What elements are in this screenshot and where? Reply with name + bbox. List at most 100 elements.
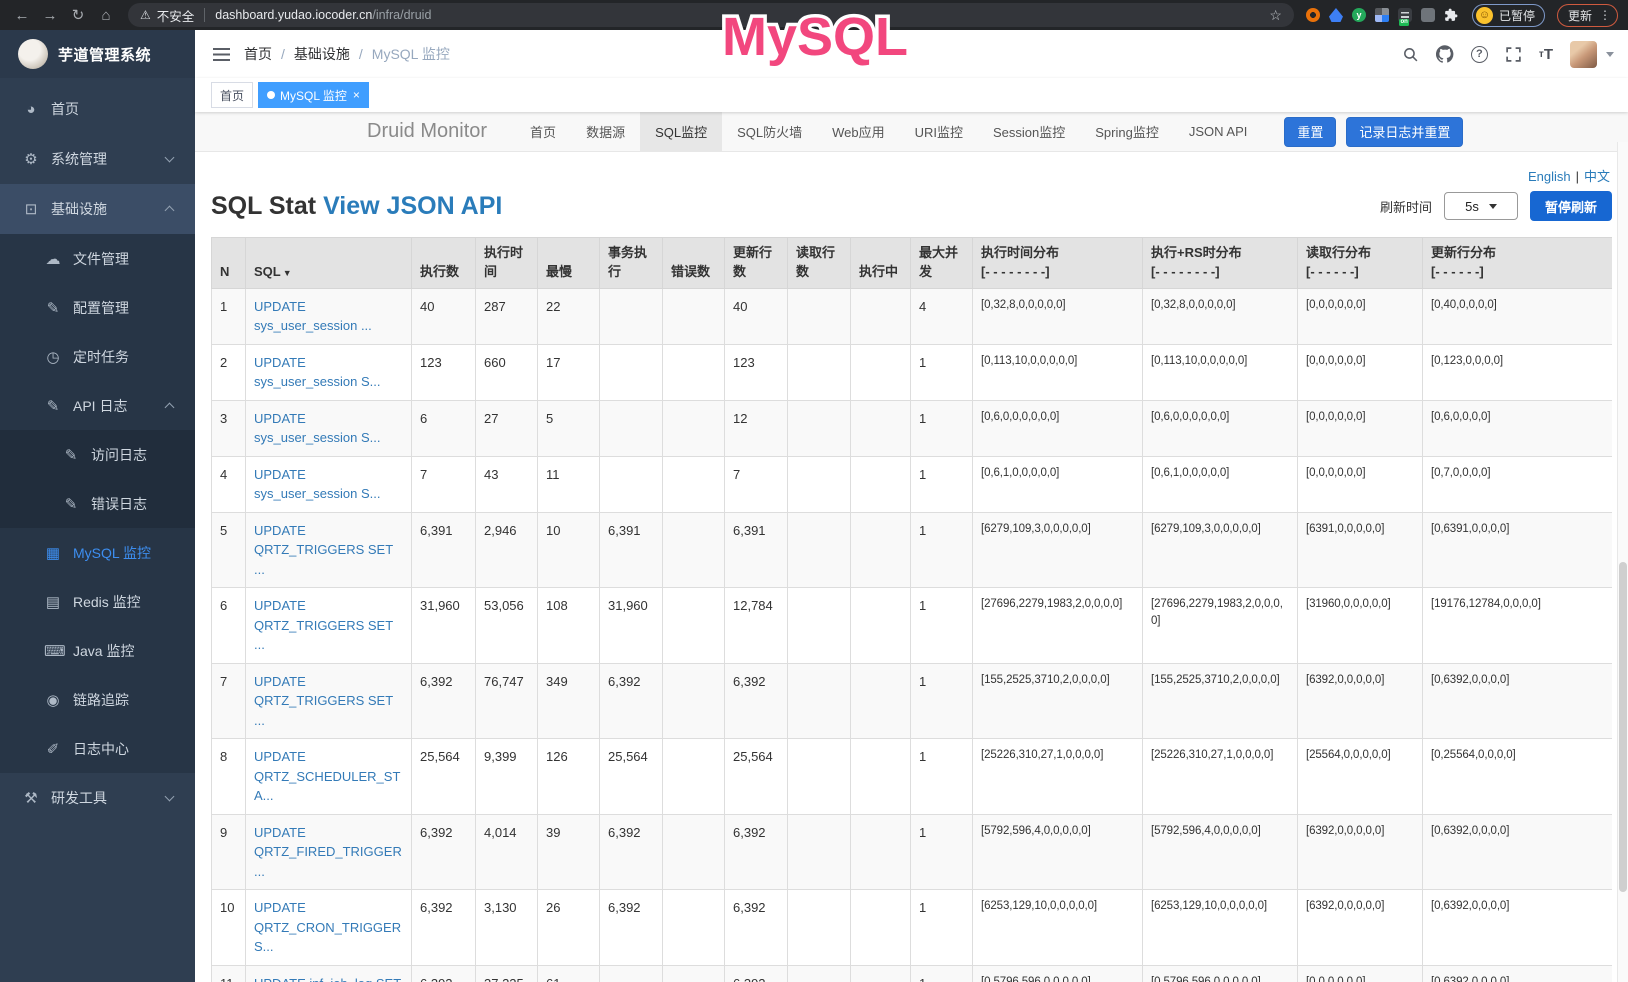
sidebar-item-文件管理[interactable]: ☁ 文件管理 [0, 234, 195, 283]
extension-drop-icon[interactable] [1328, 8, 1343, 22]
browser-update-button[interactable]: 更新 ⋮ [1556, 3, 1618, 27]
close-tab-icon[interactable]: × [352, 88, 360, 102]
lang-english-link[interactable]: English [1527, 169, 1571, 184]
cell-sql: UPDATE sys_user_session S... [245, 455, 412, 513]
druid-nav-item[interactable]: Spring监控 [1095, 125, 1159, 140]
active-dot-icon [267, 91, 276, 99]
page-scrollbar[interactable] [1617, 142, 1628, 982]
sidebar-item-MySQL 监控[interactable]: ▦ MySQL 监控 [0, 528, 195, 577]
cell-slowest: 5 [537, 399, 600, 457]
sql-link[interactable]: UPDATE sys_user_session S... [254, 466, 381, 502]
col-header-txn-exec[interactable]: 事务执行 [599, 237, 663, 289]
pause-refresh-button[interactable]: 暂停刷新 [1529, 191, 1612, 221]
sidebar-item-基础设施[interactable]: ⊡ 基础设施 [0, 184, 195, 234]
help-icon[interactable]: ? [1470, 45, 1488, 63]
col-header-update-rows-hist[interactable]: 更新行分布 [- - - - - -] [1422, 237, 1612, 289]
sql-link[interactable]: UPDATE sys_user_session S... [254, 410, 381, 446]
druid-nav-item[interactable]: SQL防火墙 [737, 125, 803, 140]
col-header-read-rows-hist[interactable]: 读取行分布 [- - - - - -] [1297, 237, 1423, 289]
bookmark-star-icon[interactable]: ☆ [1269, 6, 1282, 23]
lang-chinese-link[interactable]: 中文 [1583, 169, 1610, 184]
sidebar-item-研发工具[interactable]: ⚒ 研发工具 [0, 773, 195, 823]
col-header-read-rows[interactable]: 读取行数 [787, 237, 851, 289]
menu-collapse-icon[interactable] [213, 47, 230, 61]
sidebar-item-首页[interactable]: ◕ 首页 [0, 84, 195, 134]
sql-link[interactable]: UPDATE QRTZ_TRIGGERS SET ... [254, 598, 393, 653]
cell-update-rows-hist: [0,123,0,0,0,0] [1422, 343, 1612, 401]
sql-link[interactable]: UPDATE QRTZ_FIRED_TRIGGER... [254, 824, 402, 879]
druid-nav-item[interactable]: SQL监控 [640, 112, 723, 151]
home-icon[interactable]: ⌂ [101, 6, 111, 24]
reload-icon[interactable]: ↻ [71, 7, 85, 24]
druid-nav-item[interactable]: JSON API [1188, 124, 1248, 139]
col-header-exec-rs-hist[interactable]: 执行+RS时分布 [- - - - - - - -] [1142, 237, 1298, 289]
col-header-exec-count[interactable]: 执行数 [411, 237, 476, 289]
sql-link[interactable]: UPDATE sys_user_session ... [254, 298, 372, 334]
col-header-n[interactable]: N [211, 237, 246, 289]
sql-link[interactable]: UPDATE inf_job_log SET e... [254, 976, 401, 982]
not-secure-warning-icon: ⚠ [140, 8, 151, 22]
fullscreen-icon[interactable] [1505, 46, 1522, 63]
col-header-error-count[interactable]: 错误数 [662, 237, 725, 289]
extension-grid-icon[interactable] [1374, 8, 1389, 22]
cell-n: 11 [211, 964, 246, 982]
extension-orange-icon[interactable] [1305, 8, 1320, 22]
sidebar-item-错误日志[interactable]: ✎ 错误日志 [0, 479, 195, 528]
sidebar-item-Redis 监控[interactable]: ▤ Redis 监控 [0, 577, 195, 626]
col-header-exec-time-hist[interactable]: 执行时间分布 [- - - - - - - -] [972, 237, 1143, 289]
view-tab[interactable]: MySQL 监控 × [258, 82, 369, 108]
sidebar-item-访问日志[interactable]: ✎ 访问日志 [0, 430, 195, 479]
log-and-reset-button[interactable]: 记录日志并重置 [1346, 116, 1464, 147]
forward-icon[interactable]: → [42, 6, 58, 24]
sidebar-item-Java 监控[interactable]: ⌨ Java 监控 [0, 626, 195, 675]
druid-nav-item[interactable]: Session监控 [993, 125, 1066, 140]
cell-error-count [662, 813, 725, 891]
reset-button[interactable]: 重置 [1284, 116, 1337, 147]
breadcrumb-item: MySQL 监控 [371, 46, 450, 62]
cell-n: 7 [211, 662, 246, 740]
cell-read-rows [787, 662, 851, 740]
col-header-max-concurrent[interactable]: 最大并发 [910, 237, 973, 289]
col-header-sql[interactable]: SQL ▼ [245, 237, 412, 289]
druid-nav-item[interactable]: URI监控 [914, 125, 963, 140]
refresh-interval-select[interactable]: 5s [1443, 192, 1518, 220]
browser-profile-chip[interactable]: ☺ 已暂停 [1471, 3, 1545, 27]
sidebar-item-配置管理[interactable]: ✎ 配置管理 [0, 283, 195, 332]
scrollbar-thumb[interactable] [1619, 562, 1627, 892]
sidebar-item-日志中心[interactable]: ✐ 日志中心 [0, 724, 195, 773]
col-header-running[interactable]: 执行中 [850, 237, 911, 289]
mysql-monitor-icon: ▦ [45, 544, 61, 562]
view-tab[interactable]: 首页 [211, 82, 254, 108]
back-icon[interactable]: ← [14, 6, 30, 24]
druid-nav-item[interactable]: 数据源 [586, 125, 626, 140]
sql-link[interactable]: UPDATE QRTZ_TRIGGERS SET ... [254, 673, 393, 728]
sql-link[interactable]: UPDATE QRTZ_TRIGGERS SET ... [254, 522, 393, 577]
sidebar-item-链路追踪[interactable]: ◉ 链路追踪 [0, 675, 195, 724]
user-avatar[interactable] [1570, 40, 1597, 68]
sidebar-item-定时任务[interactable]: ◷ 定时任务 [0, 332, 195, 381]
extension-green-icon[interactable]: y [1351, 8, 1366, 22]
extensions-puzzle-icon[interactable] [1444, 8, 1458, 22]
menu-dots-icon[interactable]: ⋮ [1599, 8, 1611, 22]
search-icon[interactable] [1402, 46, 1419, 63]
github-icon[interactable] [1435, 45, 1454, 63]
breadcrumb-item[interactable]: 基础设施 [293, 46, 350, 62]
extension-list-icon[interactable]: on [1397, 8, 1412, 26]
col-header-update-rows[interactable]: 更新行数 [724, 237, 788, 289]
sql-link[interactable]: UPDATE sys_user_session S... [254, 354, 381, 390]
breadcrumb-item[interactable]: 首页 [244, 46, 272, 62]
address-bar[interactable]: ⚠ 不安全 dashboard.yudao.iocoder.cn/infra/d… [128, 3, 1294, 27]
sidebar-item-系统管理[interactable]: ⚙ 系统管理 [0, 134, 195, 184]
sql-link[interactable]: UPDATE QRTZ_SCHEDULER_STA... [254, 749, 401, 804]
cell-max-concurrent: 1 [910, 964, 973, 982]
extension-gray-icon[interactable] [1420, 8, 1435, 22]
sql-link[interactable]: UPDATE QRTZ_CRON_TRIGGERS... [254, 900, 402, 955]
view-json-api-link[interactable]: View JSON API [323, 191, 503, 220]
druid-nav-item[interactable]: Web应用 [832, 125, 885, 140]
avatar-caret-icon[interactable] [1606, 51, 1614, 57]
druid-nav-item[interactable]: 首页 [530, 125, 557, 140]
sidebar-item-API 日志[interactable]: ✎ API 日志 [0, 381, 195, 430]
col-header-exec-time[interactable]: 执行时间 [475, 237, 538, 289]
col-header-slowest[interactable]: 最慢 [537, 237, 600, 289]
